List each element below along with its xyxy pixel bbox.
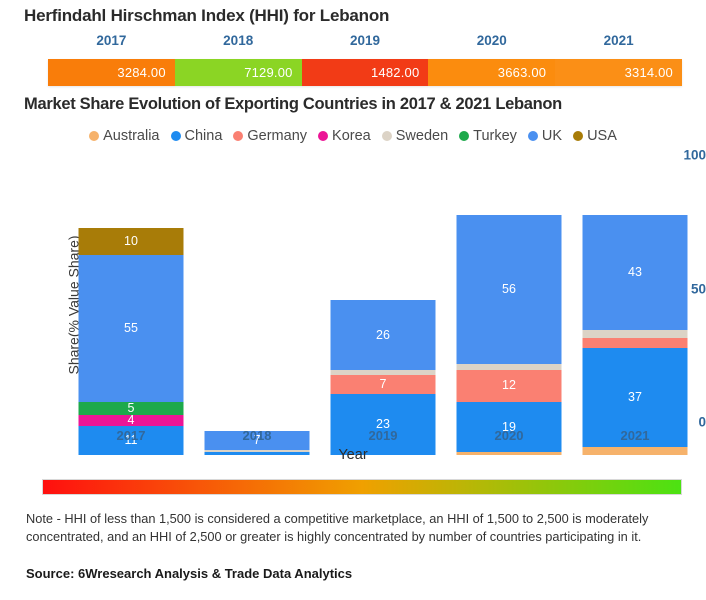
legend-item[interactable]: Korea	[318, 128, 371, 144]
legend-label: Sweden	[395, 128, 449, 144]
hhi-value-cell: 3284.00	[48, 59, 175, 86]
legend-label: Turkey	[473, 128, 517, 144]
bar-segment[interactable]	[582, 447, 688, 455]
legend-label: Germany	[247, 128, 308, 144]
hhi-year-label: 2017	[96, 33, 127, 48]
legend-item[interactable]: Sweden	[381, 128, 449, 144]
legend-swatch-icon	[459, 131, 470, 141]
bar-segment-label: 12	[502, 378, 516, 393]
legend-item[interactable]: UK	[527, 128, 563, 144]
bar-segment[interactable]: 4	[78, 413, 184, 428]
x-axis-tick-label: 2021	[620, 428, 650, 443]
bar-segment[interactable]: 26	[330, 300, 436, 370]
legend-label: USA	[587, 128, 617, 144]
legend-item[interactable]: Germany	[233, 128, 307, 144]
legend-swatch-icon	[527, 131, 538, 141]
bar-segment[interactable]: 43	[582, 214, 688, 330]
bar-segment[interactable]: 11	[78, 425, 184, 455]
bar-column[interactable]: 19 12 56 2020	[446, 155, 572, 455]
bar-column[interactable]: 11 4 5 55 10 2017	[68, 155, 194, 455]
bar-segment[interactable]: 56	[456, 214, 562, 365]
bar-segment-label: 56	[502, 282, 516, 297]
bar-segment[interactable]	[456, 452, 562, 455]
bar-segment[interactable]	[582, 329, 688, 338]
x-axis-tick-label: 2019	[368, 428, 398, 443]
legend-label: Korea	[332, 128, 371, 144]
bar-segment-label: 7	[379, 377, 387, 391]
bar-segment-label: 7	[253, 433, 261, 448]
bar-segment-label: 23	[376, 417, 390, 432]
bar-segment[interactable]: 5	[78, 401, 184, 416]
bar-segment[interactable]	[330, 369, 436, 375]
bar-segment-label: 11	[124, 433, 138, 448]
bar-group: 11 4 5 55 10 2017 7 2018 23 7 26 2019 19 12 56 2020 37 43…	[68, 155, 698, 455]
x-axis-title: Year	[338, 447, 368, 463]
chart-plot-area: Share(% Value Share) 0 50 100 11 4 5 55 10 2017…	[0, 148, 706, 455]
bar-segment-label: 10	[124, 234, 138, 249]
x-axis-tick-label: 2017	[116, 428, 146, 443]
bar-segment-label: 55	[124, 320, 138, 335]
hhi-value-cell: 7129.00	[174, 59, 302, 86]
chart-title: Market Share Evolution of Exporting Coun…	[24, 95, 562, 113]
footer-source: Source: 6Wresearch Analysis & Trade Data…	[26, 566, 353, 581]
y-axis-tick-label: 0	[698, 414, 706, 430]
bar-segment[interactable]	[204, 452, 310, 455]
bar-segment[interactable]: 23	[330, 393, 436, 455]
bar-segment[interactable]: 19	[456, 401, 562, 453]
legend-item[interactable]: USA	[573, 128, 617, 144]
bar-segment[interactable]: 7	[204, 431, 310, 450]
bar-segment-label: 37	[628, 390, 642, 405]
legend-item[interactable]: Turkey	[459, 128, 517, 144]
legend-swatch-icon	[89, 131, 100, 141]
bar-segment[interactable]: 7	[330, 374, 436, 394]
hhi-value-cell: 1482.00	[301, 59, 429, 86]
hhi-year-label: 2020	[476, 33, 507, 48]
bar-segment[interactable]	[582, 337, 688, 349]
stacked-bar[interactable]: 37 43	[582, 188, 688, 455]
stacked-bar[interactable]: 19 12 56	[456, 188, 562, 455]
legend-item[interactable]: China	[170, 128, 223, 144]
hhi-year-label: 2018	[223, 33, 254, 48]
legend-swatch-icon	[573, 131, 584, 141]
hhi-value-cell: 3314.00	[555, 59, 682, 86]
legend-swatch-icon	[318, 131, 329, 141]
legend-label: China	[184, 128, 223, 144]
y-axis-tick-label: 100	[683, 147, 706, 163]
x-axis-tick-label: 2018	[242, 428, 272, 443]
bar-column[interactable]: 7 2018	[194, 155, 320, 455]
hhi-gradient-scale	[42, 479, 682, 495]
hhi-title: Herfindahl Hirschman Index (HHI) for Leb…	[24, 6, 390, 25]
stacked-bar[interactable]: 11 4 5 55 10	[78, 188, 184, 455]
hhi-value-bar: 3284.00 7129.00 1482.00 3663.00 3314.00	[48, 59, 682, 86]
bar-segment-label: 19	[502, 419, 516, 434]
bar-segment[interactable]: 37	[582, 348, 688, 447]
legend-item[interactable]: Australia	[89, 128, 160, 144]
bar-segment[interactable]: 10	[78, 228, 184, 255]
footer-note: Note - HHI of less than 1,500 is conside…	[26, 511, 649, 545]
bar-segment[interactable]	[204, 449, 310, 453]
bar-segment[interactable]: 12	[456, 369, 562, 402]
bar-segment-label: 4	[127, 413, 135, 428]
bar-column[interactable]: 23 7 26 2019	[320, 155, 446, 455]
bar-segment[interactable]: 55	[78, 254, 184, 402]
hhi-year-label: 2019	[349, 33, 381, 48]
bar-segment-label: 26	[376, 327, 390, 342]
legend-label: Australia	[103, 128, 160, 144]
hhi-value-cell: 3663.00	[428, 59, 556, 86]
stacked-bar[interactable]: 7	[204, 188, 310, 455]
legend-swatch-icon	[381, 131, 392, 141]
bar-column[interactable]: 37 43 2021	[572, 155, 698, 455]
x-axis-tick-label: 2020	[494, 428, 524, 443]
stacked-bar[interactable]: 23 7 26	[330, 188, 436, 455]
legend-label: UK	[541, 128, 563, 144]
bar-segment-label: 5	[127, 401, 135, 416]
legend-swatch-icon	[170, 131, 181, 141]
hhi-year-label: 2021	[603, 33, 634, 48]
bar-segment-label: 43	[628, 264, 642, 279]
hhi-year-labels: 2017 2018 2019 2020 2021	[48, 33, 682, 48]
y-axis-tick-label: 50	[690, 281, 706, 296]
bar-segment[interactable]	[456, 364, 562, 370]
chart-legend: Australia China Germany Korea Sweden Turkey UK…	[0, 128, 706, 144]
legend-swatch-icon	[233, 131, 244, 141]
